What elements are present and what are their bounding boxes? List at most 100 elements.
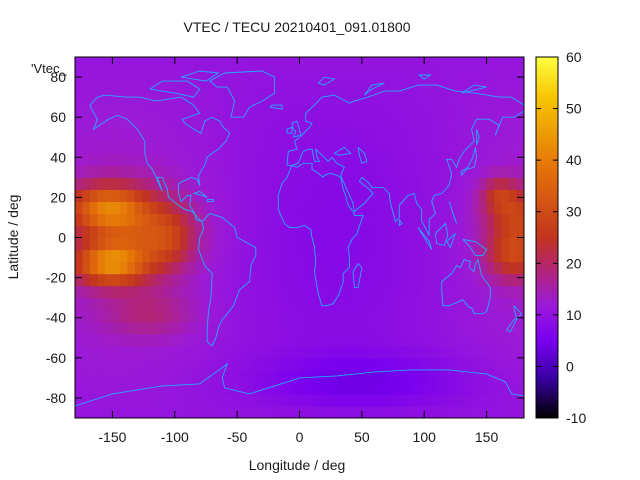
heatmap-cell (134, 393, 143, 407)
heatmap-cell (157, 201, 166, 215)
heatmap-cell (336, 381, 345, 395)
heatmap-cell (127, 153, 136, 166)
heatmap-cell (254, 105, 263, 118)
heatmap-cell (494, 93, 503, 106)
heatmap-cell (471, 273, 480, 287)
heatmap-cell (411, 225, 420, 239)
heatmap-cell (351, 201, 360, 215)
heatmap-cell (509, 381, 518, 395)
heatmap-cell (209, 357, 218, 371)
heatmap-cell (217, 381, 226, 395)
heatmap-cell (501, 261, 510, 275)
heatmap-cell (299, 153, 308, 166)
heatmap-cell (516, 285, 524, 299)
heatmap-cell (516, 177, 524, 190)
heatmap-cell (456, 297, 465, 311)
heatmap-cell (224, 309, 233, 323)
heatmap-cell (164, 357, 173, 371)
heatmap-cell (314, 141, 323, 154)
heatmap-cell (306, 381, 316, 395)
heatmap-cell (344, 285, 353, 299)
heatmap-cell (202, 249, 211, 263)
heatmap-cell (366, 369, 375, 383)
heatmap-cell (142, 285, 151, 299)
heatmap-cell (486, 261, 495, 275)
heatmap-cell (254, 249, 263, 263)
heatmap-cell (434, 57, 443, 70)
heatmap-cell (411, 249, 420, 263)
heatmap-cell (501, 213, 510, 227)
heatmap-cell (164, 297, 173, 311)
heatmap-cell (441, 345, 450, 359)
heatmap-cell (82, 129, 91, 142)
heatmap-cell (179, 177, 188, 190)
heatmap-cell (134, 225, 143, 239)
heatmap-cell (254, 69, 263, 82)
coastline-path (206, 198, 214, 202)
heatmap-cell (75, 225, 84, 239)
heatmap-cell (501, 273, 510, 287)
heatmap-cell (149, 93, 158, 106)
heatmap-cell (396, 309, 405, 323)
heatmap-cell (426, 201, 435, 215)
heatmap-cell (277, 405, 286, 418)
heatmap-cell (389, 345, 398, 359)
heatmap-cell (97, 69, 106, 82)
heatmap-cell (449, 309, 458, 323)
heatmap-cell (157, 333, 166, 347)
heatmap-cell (284, 117, 293, 130)
heatmap-cell (224, 405, 233, 418)
heatmap-cell (142, 93, 151, 106)
coastline-path (506, 319, 518, 333)
heatmap-cell (374, 213, 383, 227)
heatmap-cell (247, 69, 256, 82)
heatmap-cell (306, 297, 316, 311)
heatmap-cell (464, 129, 473, 142)
heatmap-cell (494, 153, 503, 166)
heatmap-cell (351, 189, 360, 202)
heatmap-cell (284, 285, 293, 299)
heatmap-cell (164, 405, 173, 418)
heatmap-cell (359, 177, 368, 190)
heatmap-cell (381, 369, 390, 383)
heatmap-cell (217, 57, 226, 70)
heatmap-cell (217, 225, 226, 239)
heatmap-cell (262, 165, 271, 178)
heatmap-cell (396, 93, 405, 106)
heatmap-cell (164, 141, 173, 154)
heatmap-cell (119, 393, 128, 407)
heatmap-cell (441, 249, 450, 263)
heatmap-cell (359, 237, 368, 251)
heatmap-cell (247, 357, 256, 371)
heatmap-cell (329, 165, 338, 178)
heatmap-cell (97, 177, 106, 190)
heatmap-cell (104, 177, 114, 190)
heatmap-cell (419, 237, 428, 251)
heatmap-cell (149, 57, 158, 70)
heatmap-cell (292, 321, 301, 335)
heatmap-cell (149, 225, 158, 239)
heatmap-cell (494, 189, 503, 202)
heatmap-cell (464, 249, 473, 263)
heatmap-cell (172, 297, 181, 311)
legend-key: 'Vtec_ (31, 61, 67, 76)
heatmap-cell (321, 117, 331, 130)
heatmap-cell (449, 213, 458, 227)
heatmap-cell (336, 261, 345, 275)
heatmap-cell (389, 261, 398, 275)
heatmap-cell (284, 69, 293, 82)
heatmap-cell (75, 357, 84, 371)
heatmap-cell (456, 213, 465, 227)
heatmap-cell (179, 237, 188, 251)
colorbar-tick-label: 10 (566, 307, 582, 323)
heatmap-cell (359, 333, 368, 347)
heatmap-cell (232, 261, 241, 275)
heatmap-cell (336, 129, 345, 142)
heatmap-cell (82, 249, 91, 263)
heatmap-cell (486, 321, 495, 335)
heatmap-cell (194, 81, 203, 94)
heatmap-cell (254, 165, 263, 178)
heatmap-cell (127, 261, 136, 275)
heatmap-cell (232, 273, 241, 287)
heatmap-cell (217, 321, 226, 335)
